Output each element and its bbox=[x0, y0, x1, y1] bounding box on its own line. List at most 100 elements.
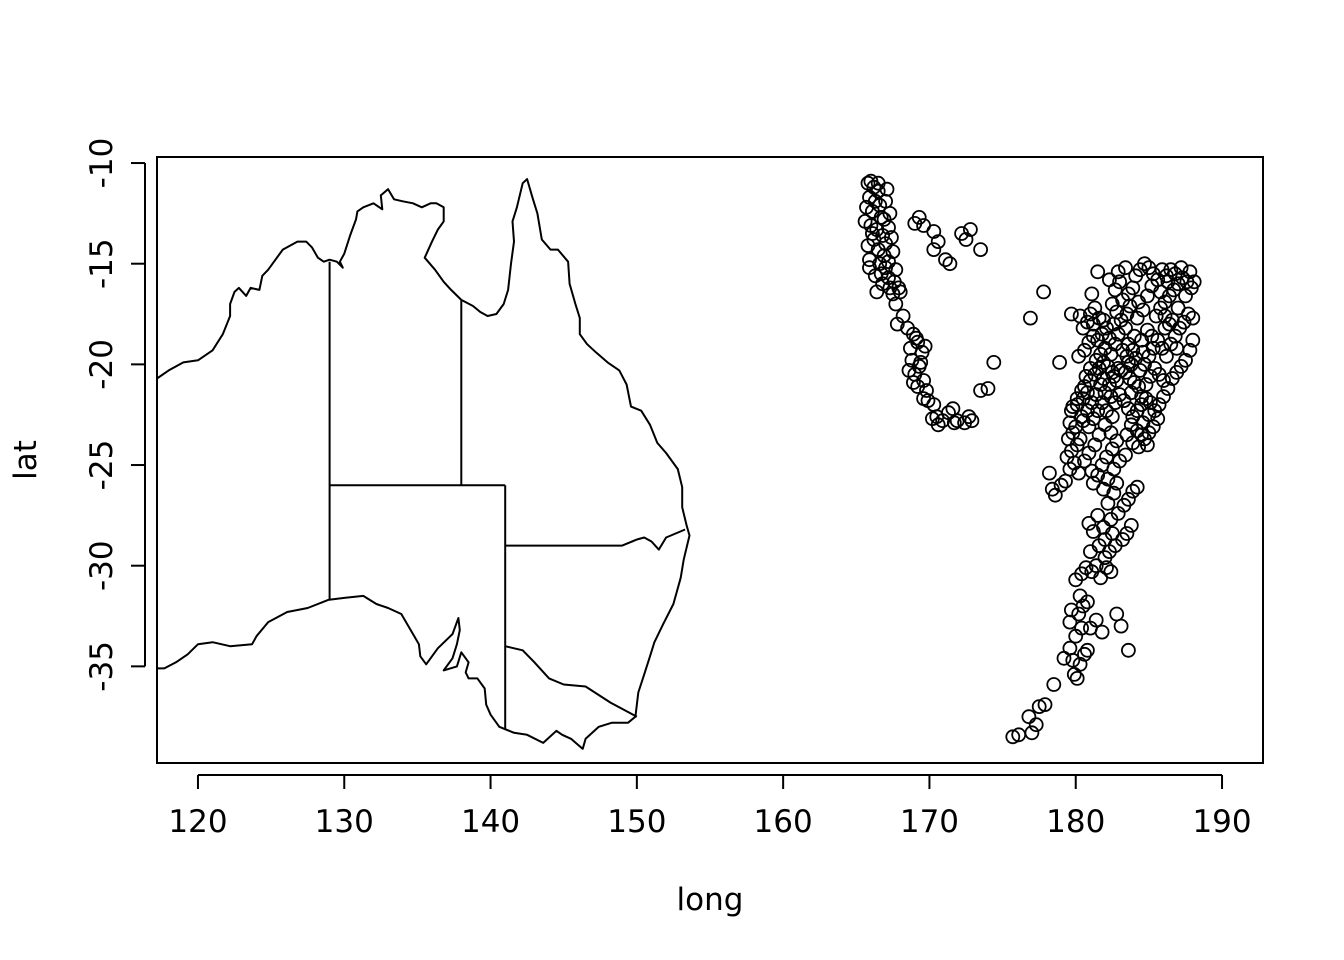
data-point bbox=[1150, 411, 1166, 427]
data-point bbox=[1065, 399, 1081, 415]
data-point bbox=[862, 252, 877, 268]
data-point bbox=[1081, 419, 1097, 435]
data-point bbox=[1123, 385, 1139, 401]
data-point bbox=[873, 209, 889, 225]
x-axis-label: long bbox=[677, 882, 744, 918]
y-tick-label: -10 bbox=[84, 138, 120, 189]
y-tick-label: -25 bbox=[84, 440, 120, 491]
data-point bbox=[911, 209, 927, 225]
x-axis: 120 130 140 150 160 170 180 190 bbox=[168, 774, 1252, 840]
data-point bbox=[1134, 427, 1149, 443]
data-point bbox=[942, 256, 958, 272]
data-point bbox=[862, 260, 877, 276]
x-tick-label: 120 bbox=[168, 804, 227, 840]
data-point bbox=[1099, 560, 1114, 576]
x-tick-label: 190 bbox=[1192, 804, 1251, 840]
y-tick-label: -30 bbox=[84, 540, 120, 591]
data-point bbox=[1037, 697, 1053, 712]
data-point bbox=[1125, 483, 1141, 499]
data-point bbox=[1090, 264, 1106, 280]
data-point bbox=[980, 381, 996, 396]
data-point bbox=[963, 222, 978, 237]
data-point bbox=[1135, 344, 1151, 360]
data-point bbox=[1081, 516, 1097, 531]
state-border-path bbox=[504, 645, 638, 718]
data-point bbox=[1036, 284, 1051, 300]
data-point bbox=[1157, 308, 1173, 324]
data-point bbox=[873, 266, 889, 282]
data-point bbox=[1186, 274, 1202, 290]
data-point bbox=[1100, 495, 1116, 511]
data-point bbox=[1077, 453, 1092, 469]
australia-basemap bbox=[156, 178, 691, 750]
data-point bbox=[1102, 272, 1117, 288]
data-point bbox=[986, 354, 1002, 370]
data-point bbox=[1099, 320, 1114, 336]
coastline-path bbox=[156, 178, 691, 750]
data-point bbox=[910, 379, 926, 394]
data-point bbox=[1071, 606, 1087, 622]
data-point bbox=[1148, 308, 1164, 324]
data-point bbox=[946, 415, 962, 431]
data-point bbox=[1102, 330, 1117, 346]
data-point bbox=[1053, 477, 1069, 493]
data-point bbox=[1112, 274, 1127, 290]
data-point bbox=[1024, 725, 1040, 741]
y-tick-label: -20 bbox=[84, 339, 120, 390]
data-point bbox=[1151, 366, 1167, 382]
data-point bbox=[1164, 312, 1180, 328]
data-point bbox=[1081, 445, 1097, 461]
data-point bbox=[1052, 354, 1067, 370]
data-point bbox=[889, 316, 905, 332]
data-point bbox=[1085, 411, 1101, 427]
data-point bbox=[964, 413, 980, 429]
data-point bbox=[1110, 264, 1126, 280]
data-point bbox=[1109, 475, 1125, 491]
data-point bbox=[1144, 328, 1160, 344]
data-point bbox=[925, 411, 940, 427]
data-point bbox=[1096, 481, 1111, 497]
data-point bbox=[1121, 491, 1136, 507]
data-point bbox=[1185, 310, 1201, 326]
data-point bbox=[1170, 300, 1186, 316]
data-point bbox=[1065, 652, 1081, 668]
data-point bbox=[865, 226, 880, 241]
data-point bbox=[1021, 709, 1037, 725]
y-axis: -10 -15 -20 -25 -30 -35 bbox=[84, 138, 146, 692]
data-point bbox=[1145, 419, 1161, 435]
data-point bbox=[1084, 463, 1100, 479]
data-point bbox=[919, 383, 934, 398]
data-point bbox=[1167, 266, 1183, 282]
data-point bbox=[1113, 362, 1129, 378]
data-point bbox=[908, 330, 924, 346]
data-point bbox=[1078, 368, 1094, 384]
data-point bbox=[888, 296, 904, 312]
data-point bbox=[1131, 294, 1146, 310]
data-point bbox=[1084, 286, 1100, 302]
data-point bbox=[1096, 354, 1111, 370]
data-point bbox=[1069, 671, 1085, 686]
x-tick-label: 130 bbox=[315, 804, 374, 840]
data-point bbox=[1156, 389, 1171, 405]
data-point bbox=[881, 254, 896, 270]
data-point bbox=[1178, 288, 1193, 304]
data-point bbox=[878, 236, 893, 252]
data-point bbox=[1129, 479, 1145, 495]
data-point bbox=[1126, 375, 1142, 390]
data-point bbox=[930, 234, 946, 250]
data-point bbox=[1118, 260, 1133, 276]
data-point bbox=[1075, 598, 1091, 614]
x-tick-label: 160 bbox=[754, 804, 813, 840]
data-point bbox=[1083, 544, 1098, 559]
data-point bbox=[1129, 310, 1145, 326]
data-point bbox=[1077, 342, 1092, 358]
data-point bbox=[1119, 306, 1135, 322]
data-point bbox=[973, 383, 988, 398]
data-point bbox=[1104, 364, 1120, 380]
state-border-path bbox=[505, 528, 686, 551]
data-point bbox=[913, 354, 929, 370]
data-point bbox=[917, 338, 933, 354]
y-tick-label: -35 bbox=[84, 641, 120, 692]
